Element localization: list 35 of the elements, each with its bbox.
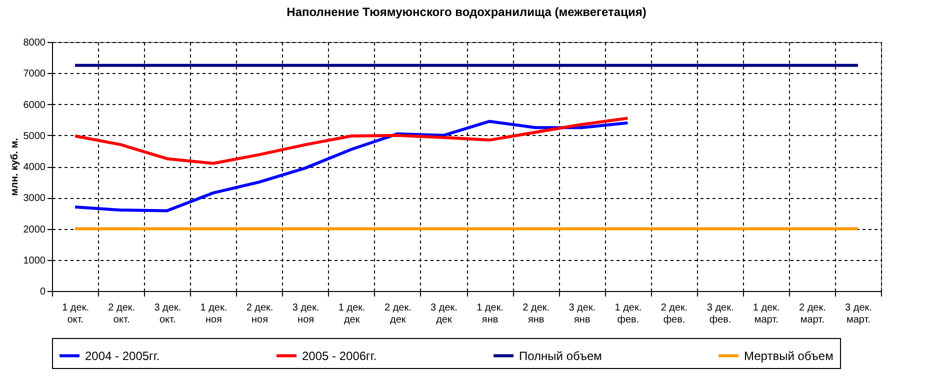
y-tick-label: 2000 xyxy=(23,224,46,236)
chart-title: Наполнение Тюямуюнского водохранилища (межвегетация) xyxy=(286,5,646,19)
x-tick-label: 1 дек. ноя xyxy=(200,302,228,326)
y-tick-label: 0 xyxy=(40,286,46,298)
x-tick-label: 1 дек. фев. xyxy=(614,302,642,326)
y-tick-label: 1000 xyxy=(23,255,46,266)
x-tick-label: 3 дек. дек xyxy=(430,302,458,326)
y-tick-label: 4000 xyxy=(23,162,46,173)
x-tick-label: 2 дек. янв xyxy=(522,302,550,326)
x-tick-label: 1 дек. янв xyxy=(476,302,504,326)
x-tick-label: 1 дек. март. xyxy=(752,302,780,326)
x-tick-label: 3 дек. окт. xyxy=(154,302,182,326)
y-tick-label: 3000 xyxy=(23,193,46,204)
legend-label: Полный объем xyxy=(519,348,602,363)
x-tick-label: 2 дек. март. xyxy=(798,302,826,326)
y-tick-label: 7000 xyxy=(23,68,46,80)
x-tick-label: 3 дек. ноя xyxy=(292,302,320,326)
x-tick-label: 2 дек. окт. xyxy=(108,302,136,326)
x-tick-label: 3 дек. фев. xyxy=(706,302,734,326)
x-tick-label: 3 дек. март. xyxy=(845,302,872,326)
y-tick-label: 5000 xyxy=(23,130,46,142)
legend-label: Мертвый объем xyxy=(744,348,834,363)
x-tick-label: 2 дек. дек xyxy=(384,302,412,326)
line-series xyxy=(74,116,630,165)
x-tick-label: 1 дек. дек xyxy=(338,302,366,326)
legend-label: 2004 - 2005гг. xyxy=(85,348,160,363)
x-tick-label: 1 дек. окт. xyxy=(62,302,89,326)
x-tick-label: 3 дек. янв xyxy=(568,302,596,326)
y-tick-label: 8000 xyxy=(23,38,46,48)
legend-label: 2005 - 2006гг. xyxy=(302,348,377,363)
line-series xyxy=(74,120,630,212)
y-tick-label: 6000 xyxy=(23,100,46,111)
y-axis-title: млн. куб. м. xyxy=(9,138,20,196)
x-tick-label: 2 дек. ноя xyxy=(246,302,274,326)
x-tick-label: 2 дек. фев. xyxy=(660,302,688,326)
